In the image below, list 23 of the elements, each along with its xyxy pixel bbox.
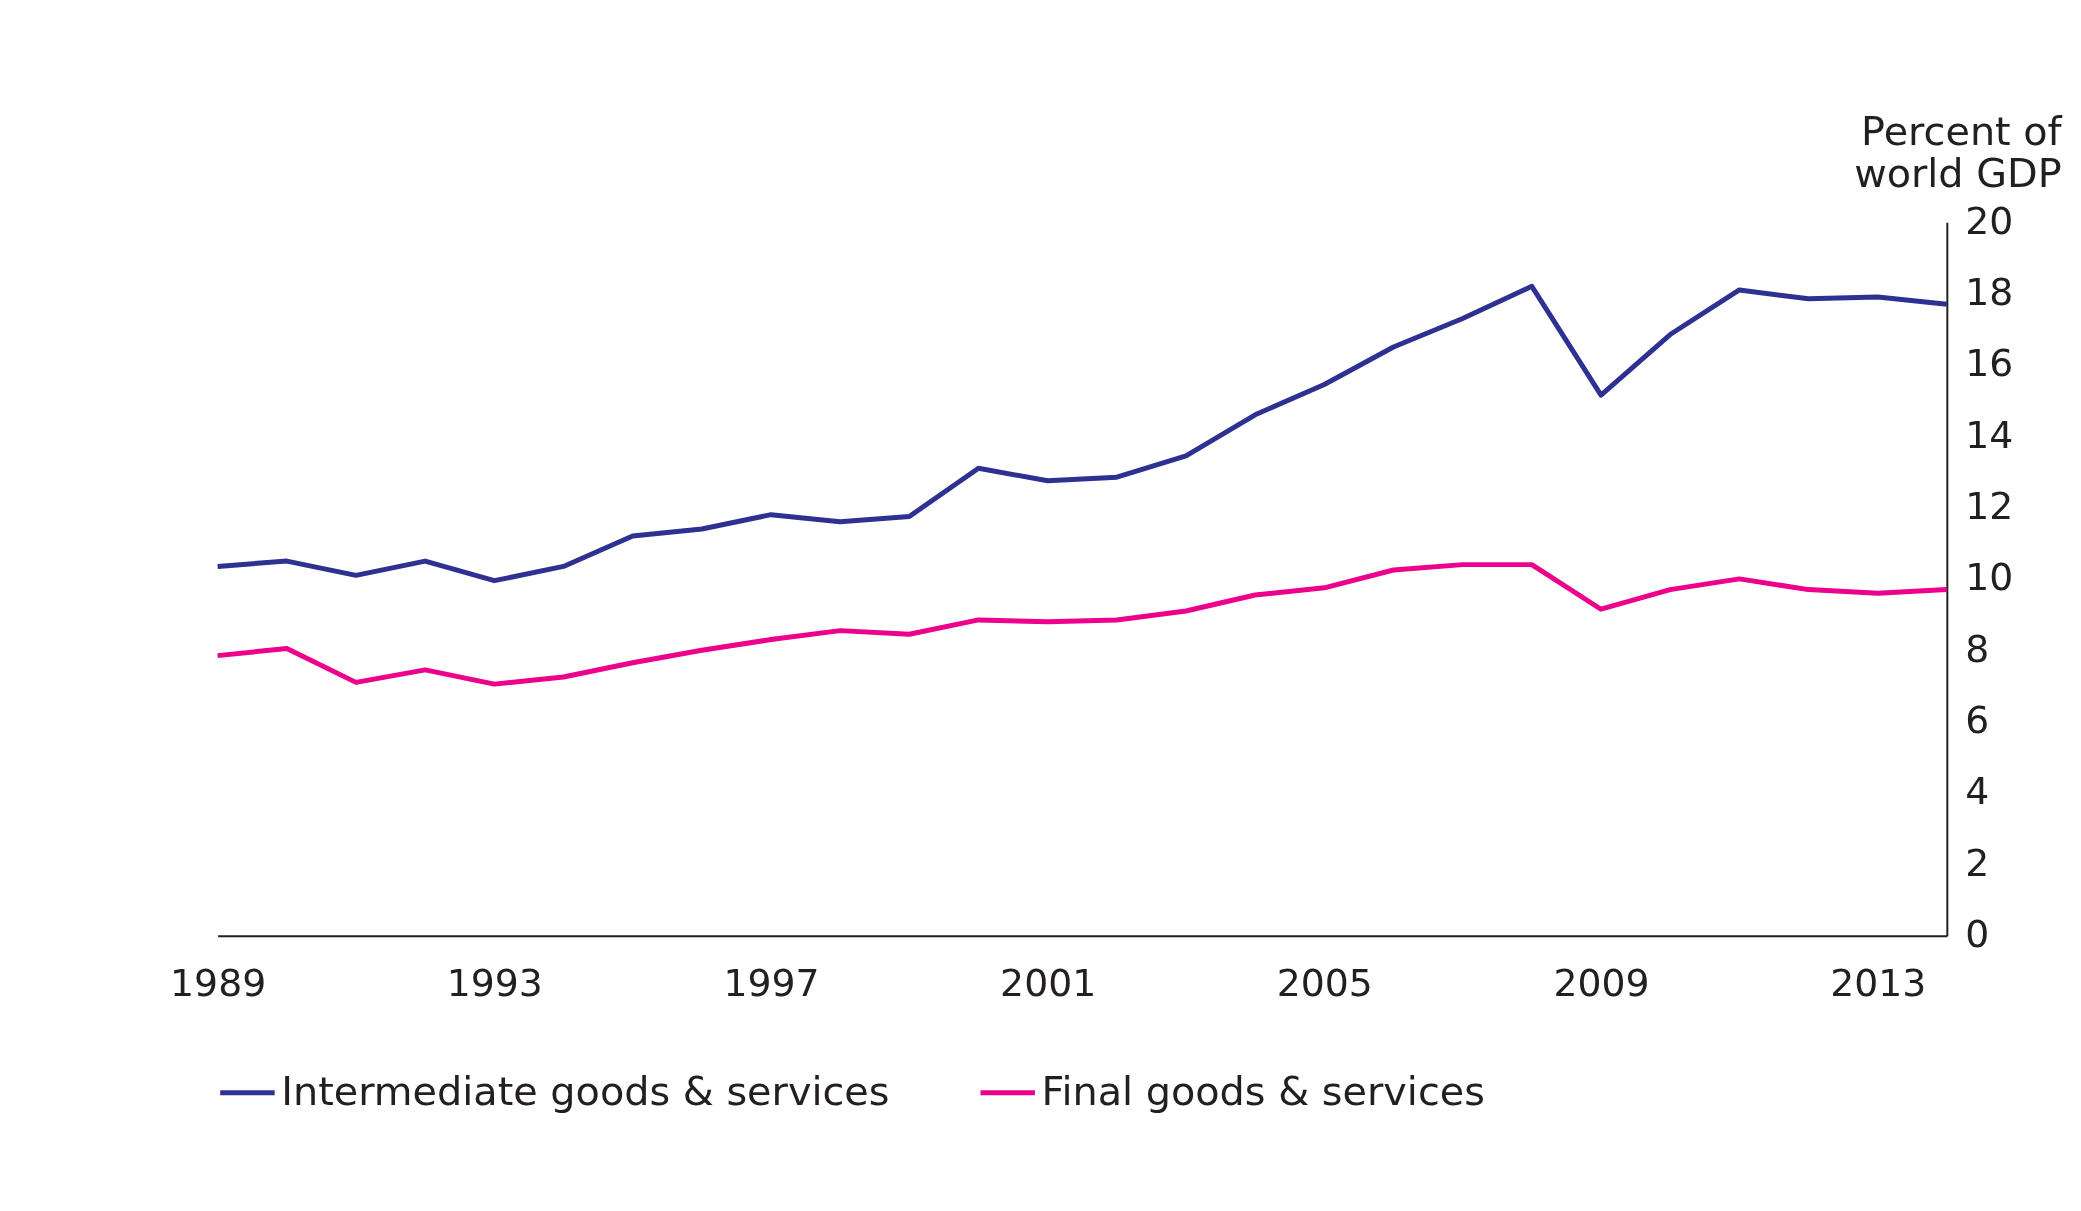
y-tick-label: 2: [1965, 840, 1990, 885]
y-tick-label: 18: [1965, 269, 2014, 314]
x-tick-label: 2013: [1830, 960, 1927, 1005]
x-tick-label: 2009: [1553, 960, 1650, 1005]
x-tick-label: 2001: [1000, 960, 1097, 1005]
x-tick-label: 1997: [723, 960, 820, 1005]
y-tick-label: 14: [1965, 412, 2014, 457]
line-series: [215, 562, 1950, 687]
y-tick-label: 6: [1965, 698, 1990, 743]
y-axis-title: Percent of world GDP: [1854, 108, 2063, 196]
legend-label: Final goods & services: [1041, 1067, 1485, 1114]
line-series: [215, 283, 1950, 584]
y-tick-label: 20: [1965, 198, 2014, 243]
x-tick-label: 1993: [446, 960, 543, 1005]
y-tick-label: 10: [1965, 555, 2014, 600]
y-tick-label: 4: [1965, 769, 1990, 814]
x-tick-label: 2005: [1276, 960, 1373, 1005]
y-tick-label: 16: [1965, 341, 2014, 386]
x-tick-label: 1989: [170, 960, 267, 1005]
y-tick-label: 8: [1965, 626, 1990, 671]
y-tick-label: 12: [1965, 483, 2014, 528]
y-tick-label: 0: [1965, 912, 1990, 957]
legend-label: Intermediate goods & services: [281, 1067, 890, 1114]
